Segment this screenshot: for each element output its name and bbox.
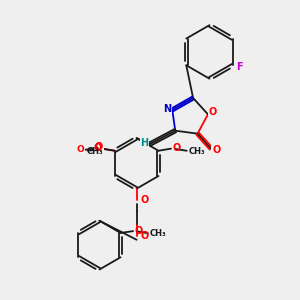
Text: N: N	[163, 104, 171, 114]
Text: O: O	[140, 231, 149, 241]
Text: F: F	[236, 62, 242, 72]
Text: O: O	[208, 107, 217, 117]
Text: CH₃: CH₃	[188, 147, 205, 156]
Text: O: O	[212, 145, 220, 155]
Text: CH₃: CH₃	[86, 147, 103, 156]
Text: O: O	[95, 142, 103, 152]
Text: CH₃: CH₃	[149, 229, 166, 238]
Text: O: O	[134, 226, 142, 236]
Text: O: O	[140, 195, 149, 205]
Text: O: O	[93, 143, 101, 153]
Text: O: O	[172, 143, 180, 153]
Text: H: H	[141, 138, 149, 148]
Text: O: O	[77, 146, 85, 154]
